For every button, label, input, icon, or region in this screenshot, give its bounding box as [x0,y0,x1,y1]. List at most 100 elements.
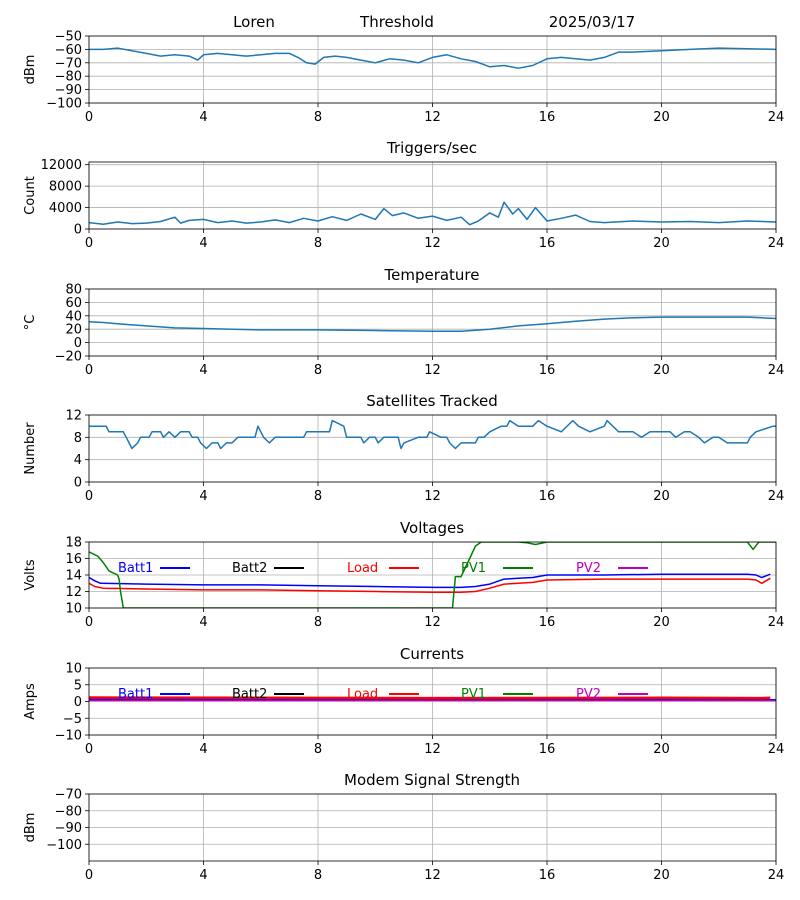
y-axis-label: dBm [23,55,38,85]
y-tick-label: −5 [63,712,82,727]
x-tick-label: 0 [85,236,93,251]
y-tick-label: −20 [55,350,82,365]
series-line-satellites [89,419,776,450]
x-tick-label: 0 [85,868,93,883]
y-tick-label: −90 [55,83,82,98]
x-tick-label: 12 [424,615,441,630]
x-tick-label: 16 [539,236,556,251]
x-tick-label: 8 [314,489,322,504]
chart-panel-threshold: 0 4 8 12 16 20 24 −100−90−80−70−60−50 dBm [23,30,784,126]
y-tick-label: −80 [55,70,82,85]
series-line-load [89,696,771,700]
x-tick-label: 8 [314,236,322,251]
legend: Batt1 Batt2 Load PV1 PV2 [118,687,648,702]
chart-title: Voltages [400,519,464,537]
y-axis-label: Amps [23,683,38,720]
y-tick-label: 4 [74,453,82,468]
chart-panel-triggers: 0 4 8 12 16 20 24 0 4000 8000 12000 Triggers/sec Cou… [23,139,784,251]
y-tick-label: −80 [55,804,82,819]
y-axis-label: Count [23,176,38,215]
y-tick-label: 80 [65,283,82,298]
y-axis-label: °C [23,315,38,331]
x-tick-label: 16 [539,110,556,125]
x-tick-label: 12 [424,742,441,757]
x-tick-label: 0 [85,363,93,378]
legend: Batt1 Batt2 Load PV1 PV2 [118,561,648,576]
y-tick-label: −50 [55,30,82,45]
legend-label-pv2: PV2 [576,687,601,702]
x-tick-label: 4 [199,868,207,883]
legend-label-batt2: Batt2 [232,561,267,576]
x-tick-label: 24 [768,742,785,757]
x-tick-label: 12 [424,363,441,378]
series-group [89,419,776,450]
x-tick-label: 4 [199,363,207,378]
legend-label-load: Load [347,561,378,576]
x-tick-label: 16 [539,742,556,757]
y-tick-label: −70 [55,788,82,803]
y-tick-label: −100 [46,97,82,112]
y-tick-label: 10 [65,662,82,677]
x-tick-label: 20 [653,489,670,504]
x-tick-label: 24 [768,110,785,125]
x-tick-label: 16 [539,615,556,630]
x-tick-label: 24 [768,489,785,504]
x-tick-label: 12 [424,868,441,883]
x-tick-label: 0 [85,110,93,125]
y-tick-label: 12 [65,585,82,600]
chart-title: Temperature [383,266,479,284]
x-tick-label: 4 [199,615,207,630]
y-tick-label: −10 [55,729,82,744]
legend-label-batt2: Batt2 [232,687,267,702]
x-tick-label: 8 [314,742,322,757]
x-tick-label: 20 [653,868,670,883]
x-tick-label: 20 [653,363,670,378]
y-tick-label: 10 [65,602,82,617]
x-tick-label: 4 [199,236,207,251]
y-tick-label: 40 [65,309,82,324]
y-tick-label: 18 [65,536,82,551]
x-tick-label: 24 [768,868,785,883]
x-tick-label: 20 [653,615,670,630]
chart-title: Modem Signal Strength [344,771,520,789]
x-tick-label: 24 [768,363,785,378]
x-tick-label: 16 [539,489,556,504]
y-tick-label: 0 [74,223,82,238]
chart-panel-satellites: 0 4 8 12 16 20 24 0 4 8 12 Satellites Tracked Number [23,392,784,504]
y-tick-label: 8 [74,431,82,446]
x-tick-label: 0 [85,489,93,504]
x-tick-label: 0 [85,615,93,630]
legend-label-batt1: Batt1 [118,687,153,702]
series-group [89,201,776,226]
y-tick-label: −70 [55,56,82,71]
x-tick-label: 12 [424,236,441,251]
series-group [89,542,776,608]
x-tick-label: 12 [424,489,441,504]
x-tick-label: 20 [653,110,670,125]
x-tick-label: 4 [199,489,207,504]
legend-label-pv2: PV2 [576,561,601,576]
series-group [89,47,776,69]
y-tick-label: 12000 [41,158,82,173]
y-tick-label: 20 [65,323,82,338]
y-tick-label: 0 [74,336,82,351]
y-axis-label: Volts [23,559,38,591]
x-tick-label: 12 [424,110,441,125]
series-group [89,316,776,332]
y-tick-label: 5 [74,678,82,693]
chart-title: Currents [400,645,464,663]
y-tick-label: 0 [74,476,82,491]
x-tick-label: 16 [539,868,556,883]
y-tick-label: 14 [65,569,82,584]
y-tick-label: 12 [65,409,82,424]
x-tick-label: 16 [539,363,556,378]
legend-label-batt1: Batt1 [118,561,153,576]
x-tick-label: 8 [314,615,322,630]
legend-label-pv1: PV1 [461,561,486,576]
y-tick-label: 16 [65,552,82,567]
x-tick-label: 4 [199,742,207,757]
header-station: Loren [233,13,275,31]
x-tick-label: 4 [199,110,207,125]
x-tick-label: 20 [653,742,670,757]
